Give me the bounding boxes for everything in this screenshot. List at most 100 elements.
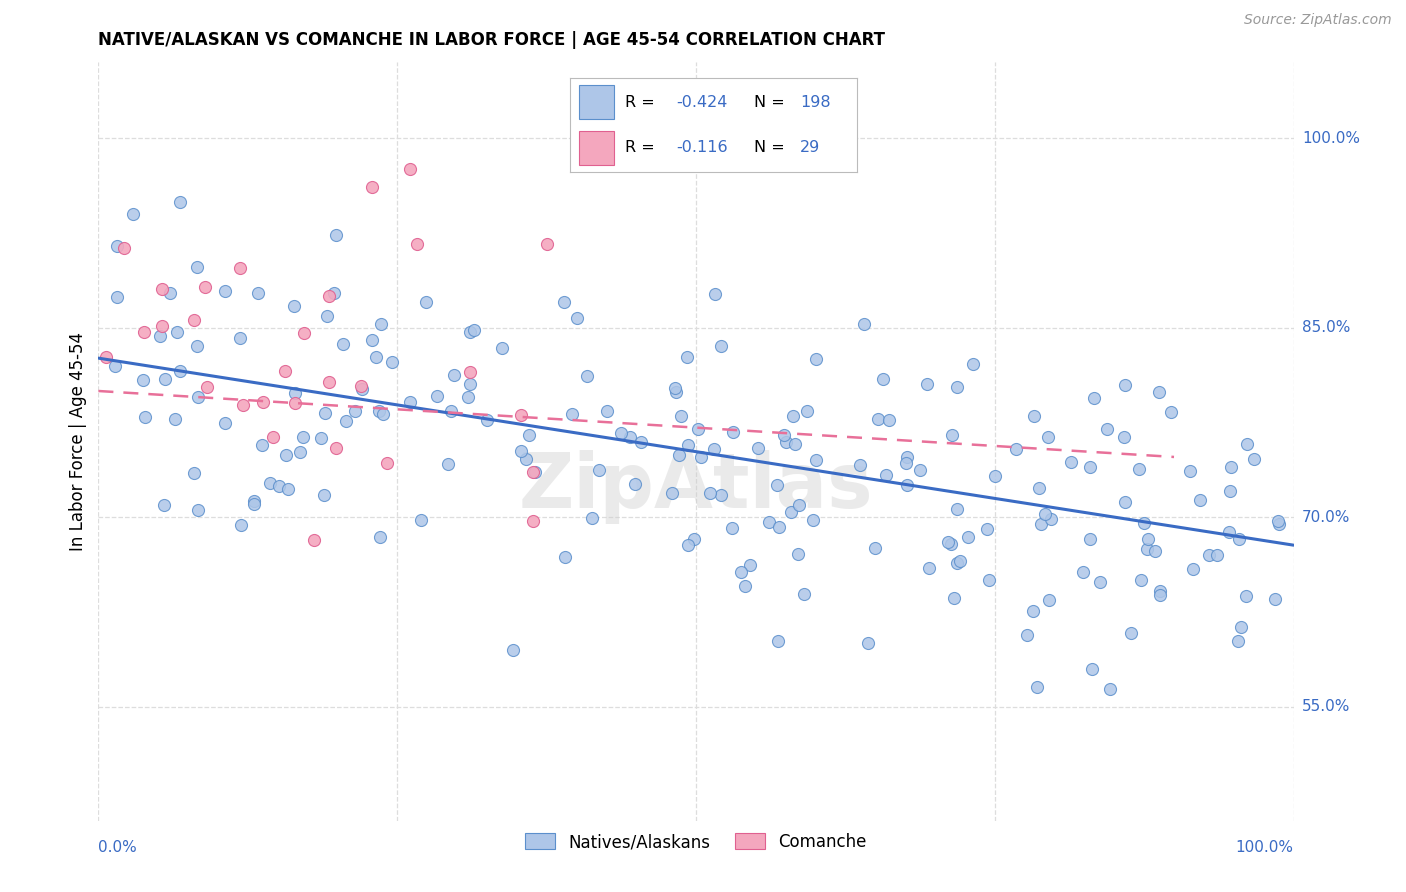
Point	[134, 410, 156, 425]
Point	[1132, 516, 1154, 530]
Point	[796, 403, 818, 417]
Point	[630, 435, 652, 450]
Point	[945, 379, 967, 393]
Point	[1149, 583, 1171, 598]
Point	[368, 404, 391, 418]
Point	[730, 565, 752, 579]
Point	[477, 413, 499, 427]
Point	[153, 498, 176, 512]
Point	[553, 294, 575, 309]
Point	[1078, 460, 1101, 475]
Point	[360, 180, 382, 194]
Point	[1149, 385, 1171, 400]
Point	[187, 390, 209, 404]
Point	[1005, 442, 1028, 456]
Point	[710, 488, 733, 502]
Point	[166, 325, 188, 339]
Point	[312, 488, 335, 502]
Point	[946, 556, 969, 570]
Point	[738, 558, 761, 572]
Point	[1218, 524, 1240, 539]
Point	[1128, 462, 1150, 476]
Point	[325, 441, 347, 455]
Point	[350, 382, 373, 396]
Text: 55.0%: 55.0%	[1302, 699, 1350, 714]
Point	[332, 337, 354, 351]
Point	[668, 448, 690, 462]
Point	[1060, 455, 1083, 469]
Point	[1099, 681, 1122, 696]
Point	[758, 515, 780, 529]
Point	[519, 428, 541, 442]
Point	[690, 450, 713, 464]
Point	[686, 422, 709, 436]
Point	[710, 338, 733, 352]
Point	[536, 237, 558, 252]
Point	[267, 479, 290, 493]
Point	[458, 377, 481, 392]
Point	[1028, 481, 1050, 495]
Point	[877, 413, 900, 427]
Point	[325, 227, 347, 242]
Point	[515, 451, 537, 466]
Point	[1218, 483, 1240, 498]
Text: Source: ZipAtlas.com: Source: ZipAtlas.com	[1244, 13, 1392, 28]
Point	[766, 477, 789, 491]
Point	[1264, 591, 1286, 606]
Point	[775, 434, 797, 449]
Point	[284, 385, 307, 400]
Point	[1178, 464, 1201, 478]
Point	[458, 325, 481, 339]
Point	[1129, 573, 1152, 587]
Point	[250, 437, 273, 451]
Point	[276, 448, 298, 462]
Point	[247, 285, 270, 300]
Point	[186, 260, 208, 275]
Point	[1189, 492, 1212, 507]
Point	[671, 409, 693, 424]
Point	[849, 458, 872, 473]
Point	[766, 633, 789, 648]
Point	[309, 431, 332, 445]
Point	[458, 365, 481, 379]
Point	[1243, 451, 1265, 466]
Point	[661, 486, 683, 500]
Point	[1160, 405, 1182, 419]
Point	[323, 285, 346, 300]
Point	[132, 326, 155, 340]
Point	[1149, 588, 1171, 602]
Point	[721, 521, 744, 535]
Point	[405, 237, 427, 252]
Point	[502, 642, 524, 657]
Point	[676, 539, 699, 553]
Point	[595, 404, 617, 418]
Point	[243, 497, 266, 511]
Point	[183, 467, 205, 481]
Point	[183, 313, 205, 327]
Point	[165, 411, 187, 425]
Point	[290, 445, 312, 459]
Point	[195, 380, 218, 394]
Point	[575, 368, 598, 383]
Point	[1227, 532, 1250, 546]
Point	[155, 372, 177, 386]
Point	[588, 463, 610, 477]
Point	[949, 554, 972, 568]
Point	[1205, 549, 1227, 563]
Point	[561, 407, 583, 421]
Point	[491, 341, 513, 355]
Point	[1036, 430, 1059, 444]
Point	[1083, 392, 1105, 406]
Point	[856, 636, 879, 650]
Point	[581, 510, 603, 524]
Point	[186, 339, 208, 353]
Point	[187, 502, 209, 516]
Point	[703, 287, 725, 301]
Point	[1267, 514, 1289, 528]
Point	[105, 238, 128, 252]
Point	[1024, 409, 1046, 424]
Point	[1220, 460, 1243, 475]
Point	[976, 522, 998, 536]
Point	[676, 351, 699, 365]
Point	[375, 456, 398, 470]
